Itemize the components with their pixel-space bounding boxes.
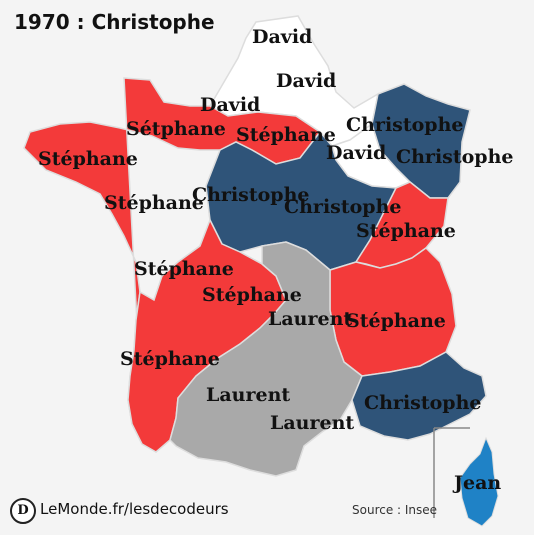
label-david-4: David	[326, 142, 387, 164]
region-laurent	[169, 241, 363, 477]
label-jean: Jean	[454, 472, 502, 494]
label-laurent-1: Laurent	[268, 308, 353, 330]
label-christophe-4: Christophe	[284, 196, 402, 218]
label-laurent-3: Laurent	[270, 412, 355, 434]
label-stephane-2: Stéphane	[38, 148, 138, 170]
label-christophe-3: Christophe	[192, 184, 310, 206]
region-east	[371, 83, 471, 199]
label-stephane-7: Stéphane	[346, 310, 446, 332]
label-stephane-1: Stéphane	[236, 124, 336, 146]
site-link[interactable]: LeMonde.fr/lesdecodeurs	[40, 500, 229, 518]
label-laurent-2: Laurent	[206, 384, 291, 406]
label-christophe-5: Christophe	[364, 392, 482, 414]
label-stephane-8: Stéphane	[120, 348, 220, 370]
label-david-3: David	[200, 94, 261, 116]
region-corsica	[459, 436, 499, 527]
label-stephane-3: Stéphane	[104, 192, 204, 214]
label-david-1: David	[252, 26, 313, 48]
label-christophe-2: Christophe	[396, 146, 514, 168]
label-stephane-5: Stéphane	[134, 258, 234, 280]
map-title: 1970 : Christophe	[14, 10, 215, 34]
label-stephane-typo: Sétphane	[126, 118, 226, 140]
lemonde-logo-icon: D	[10, 498, 36, 524]
label-stephane-4: Stéphane	[356, 220, 456, 242]
inset-frame	[433, 427, 470, 518]
label-stephane-6: Stéphane	[202, 284, 302, 306]
region-provence	[351, 351, 487, 441]
label-david-2: David	[276, 70, 337, 92]
source-note: Source : Insee	[352, 503, 438, 517]
label-christophe-1: Christophe	[346, 114, 464, 136]
